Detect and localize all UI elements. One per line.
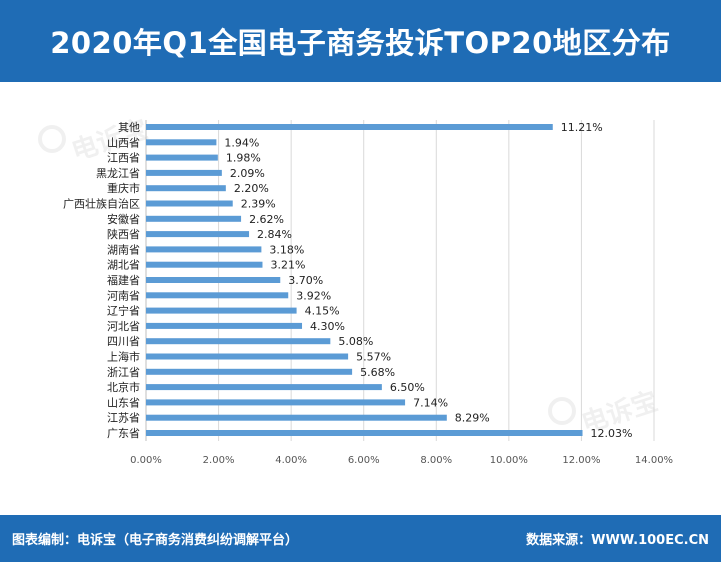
data-label: 2.09% [230, 167, 265, 180]
bar [146, 185, 226, 192]
data-label: 1.94% [224, 136, 259, 149]
data-label: 7.14% [413, 396, 448, 409]
category-label: 湖北省 [107, 259, 140, 272]
x-tick-label: 4.00% [275, 455, 307, 466]
bar [146, 139, 217, 146]
category-label: 安徽省 [107, 212, 140, 226]
data-label: 3.70% [288, 274, 323, 287]
data-label: 2.62% [249, 213, 284, 226]
data-label: 3.18% [269, 243, 304, 256]
x-tick-label: 2.00% [203, 455, 235, 466]
x-tick-label: 14.00% [635, 455, 673, 466]
data-label: 6.50% [390, 381, 425, 394]
bar [146, 430, 583, 436]
category-label: 山东省 [107, 396, 140, 409]
bar [146, 215, 242, 222]
bar [146, 169, 222, 176]
data-label: 3.92% [296, 289, 331, 302]
data-label: 5.68% [360, 366, 395, 379]
category-label: 黑龙江省 [96, 167, 140, 180]
bar [146, 338, 331, 345]
x-tick-label: 0.00% [130, 455, 162, 466]
bar [146, 384, 382, 391]
bar-chart: 0.00% 2.00% 4.00% 6.00% 8.00% 10.00% 12.00% 14.… [63, 120, 673, 466]
data-label: 5.57% [356, 351, 391, 364]
bar [146, 200, 233, 207]
bar [146, 231, 250, 238]
bar [146, 399, 406, 406]
data-label: 11.21% [561, 121, 603, 134]
category-label: 湖南省 [107, 243, 140, 256]
bar [146, 414, 447, 421]
category-label: 河南省 [107, 289, 140, 302]
bar [146, 292, 289, 299]
category-label: 广东省 [107, 427, 140, 440]
title-banner: 2020年Q1全国电子商务投诉TOP20地区分布 [0, 0, 721, 82]
category-label: 其他 [118, 121, 140, 134]
footer-source: 数据来源：WWW.100EC.CN [526, 533, 709, 548]
x-tick-label: 8.00% [420, 455, 452, 466]
category-label: 重庆市 [107, 181, 140, 195]
footer-credit: 图表编制：电诉宝（电子商务消费纠纷调解平台） [12, 533, 299, 548]
bar [146, 368, 353, 375]
x-tick-label: 10.00% [490, 455, 528, 466]
bar [146, 322, 303, 329]
category-label: 江苏省 [107, 412, 140, 425]
data-label: 2.84% [257, 228, 292, 241]
data-label: 2.39% [241, 198, 276, 211]
data-label: 3.21% [270, 259, 305, 272]
bar [146, 307, 297, 314]
page-title: 2020年Q1全国电子商务投诉TOP20地区分布 [50, 26, 671, 60]
x-tick-label: 6.00% [348, 455, 380, 466]
x-tick-label: 12.00% [562, 455, 600, 466]
data-label: 5.08% [338, 335, 373, 348]
data-label: 4.30% [310, 320, 345, 333]
category-label: 山西省 [107, 136, 140, 149]
footer-banner: 图表编制：电诉宝（电子商务消费纠纷调解平台） 数据来源：WWW.100EC.CN [0, 515, 721, 562]
data-label: 12.03% [591, 427, 633, 440]
bar [146, 124, 553, 130]
category-label: 广西壮族自治区 [63, 197, 140, 211]
bar [146, 277, 281, 283]
category-label: 浙江省 [107, 366, 140, 379]
bar [146, 353, 349, 360]
bar [146, 246, 262, 253]
category-label: 江西省 [107, 152, 140, 165]
data-label: 2.20% [234, 182, 269, 195]
category-label: 北京市 [107, 380, 140, 394]
data-label: 1.98% [226, 152, 261, 165]
data-label: 4.15% [305, 305, 340, 318]
category-label: 上海市 [107, 350, 140, 364]
category-label: 辽宁省 [107, 304, 140, 318]
data-label: 8.29% [455, 412, 490, 425]
category-label: 河北省 [107, 320, 140, 333]
category-label: 四川省 [107, 335, 140, 348]
category-label: 福建省 [107, 273, 140, 287]
category-label: 陕西省 [107, 227, 140, 241]
bar [146, 261, 263, 268]
bar [146, 154, 218, 161]
